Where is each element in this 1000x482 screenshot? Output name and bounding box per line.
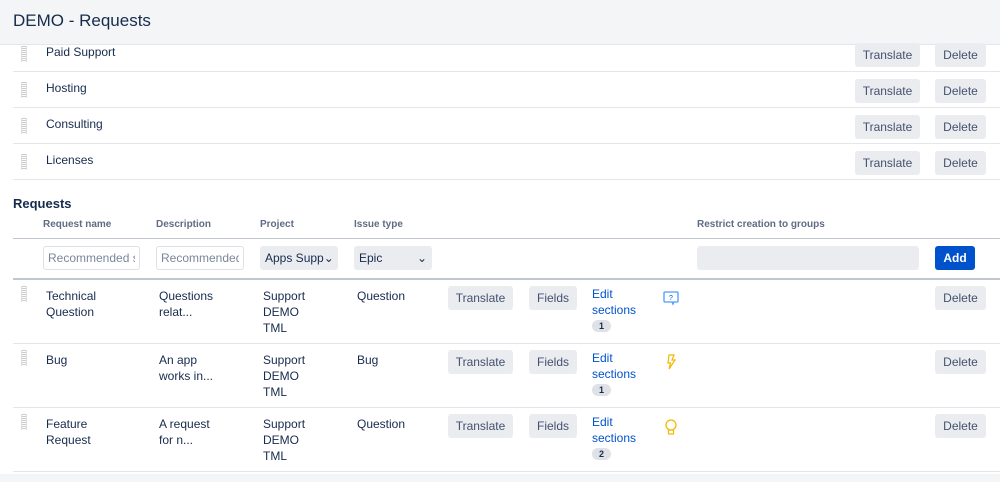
question-icon: ? [663,290,679,309]
translate-button[interactable]: Translate [448,286,513,310]
issue-type-select[interactable]: Epic ⌄ [354,246,432,270]
chevron-down-icon: ⌄ [416,251,427,265]
groups-input[interactable] [697,246,919,270]
request-row: Technical Question Questions relat... Su… [13,280,1000,344]
project-line: TML [263,449,287,463]
translate-button[interactable]: Translate [855,79,920,103]
add-button[interactable]: Add [935,246,975,270]
drag-handle-icon[interactable] [21,286,27,302]
divider [13,238,1000,239]
drag-handle-icon[interactable] [21,118,27,134]
project-line: TML [263,321,287,335]
chevron-down-icon: ⌄ [323,251,334,265]
drag-handle-icon[interactable] [21,414,27,430]
lightning-icon [663,354,679,373]
category-row: Licenses Translate Delete [13,144,1000,180]
category-name: Paid Support [46,45,116,59]
project-line: Support [263,289,306,303]
edit-sections-link[interactable]: Edit sections [592,415,637,445]
sections-count-badge: 1 [592,384,611,396]
category-name: Hosting [46,81,87,95]
category-name: Consulting [46,117,103,131]
issue-type-select-value: Epic [359,251,383,265]
project-line: Support [263,353,306,367]
footer-bar [0,474,1000,482]
request-issue-type: Question [357,417,406,431]
translate-button[interactable]: Translate [448,414,513,438]
request-issue-type: Bug [357,353,379,367]
request-description: An app works in... [159,353,214,383]
category-row: Consulting Translate Delete [13,108,1000,144]
request-name: Technical Question [46,289,97,319]
requests-heading: Requests [13,196,72,211]
delete-button[interactable]: Delete [935,286,986,310]
delete-button[interactable]: Delete [935,151,986,175]
category-row: Hosting Translate Delete [13,72,1000,108]
sections-count-badge: 1 [592,320,611,332]
page-header: DEMO - Requests [0,0,1000,45]
request-description: A request for n... [159,417,210,447]
project-line: TML [263,385,287,399]
project-line: DEMO [263,305,299,319]
request-name-input[interactable] [43,246,140,270]
request-row: Bug An app works in... Support DEMO TML Bu… [13,344,1000,408]
col-issue-type: Issue type [354,219,403,230]
divider [13,278,1000,280]
project-select-value: Apps Supp [265,251,324,265]
category-row: Paid Support Translate Delete [13,36,1000,72]
col-project: Project [260,219,294,230]
request-issue-type: Question [357,289,406,303]
sections-count-badge: 2 [592,448,611,460]
delete-button[interactable]: Delete [935,350,986,374]
col-request-name: Request name [43,219,112,230]
fields-button[interactable]: Fields [529,350,577,374]
delete-button[interactable]: Delete [935,414,986,438]
drag-handle-icon[interactable] [21,82,27,98]
description-input[interactable] [156,246,244,270]
translate-button[interactable]: Translate [855,115,920,139]
delete-button[interactable]: Delete [935,43,986,67]
request-description: Questions relat... [159,289,214,319]
request-name: Bug [46,353,68,367]
drag-handle-icon[interactable] [21,46,27,62]
request-project: Support DEMO TML [263,352,305,400]
fields-button[interactable]: Fields [529,414,577,438]
col-restrict-groups: Restrict creation to groups [697,219,825,230]
edit-sections-link[interactable]: Edit sections [592,351,637,381]
project-select[interactable]: Apps Supp ⌄ [260,246,338,270]
edit-sections-link[interactable]: Edit sections [592,287,637,317]
translate-button[interactable]: Translate [855,43,920,67]
translate-button[interactable]: Translate [448,350,513,374]
drag-handle-icon[interactable] [21,154,27,170]
project-line: Support [263,417,306,431]
request-project: Support DEMO TML [263,416,305,464]
project-line: DEMO [263,369,299,383]
col-description: Description [156,219,212,230]
request-name: Feature Request [46,417,91,447]
request-row: Feature Request A request for n... Suppo… [13,408,1000,472]
delete-button[interactable]: Delete [935,115,986,139]
request-project: Support DEMO TML [263,288,305,336]
fields-button[interactable]: Fields [529,286,577,310]
project-line: DEMO [263,433,299,447]
lightbulb-icon [663,418,679,439]
category-name: Licenses [46,153,94,167]
drag-handle-icon[interactable] [21,350,27,366]
page-title: DEMO - Requests [13,11,151,30]
delete-button[interactable]: Delete [935,79,986,103]
translate-button[interactable]: Translate [855,151,920,175]
svg-text:?: ? [669,295,673,302]
